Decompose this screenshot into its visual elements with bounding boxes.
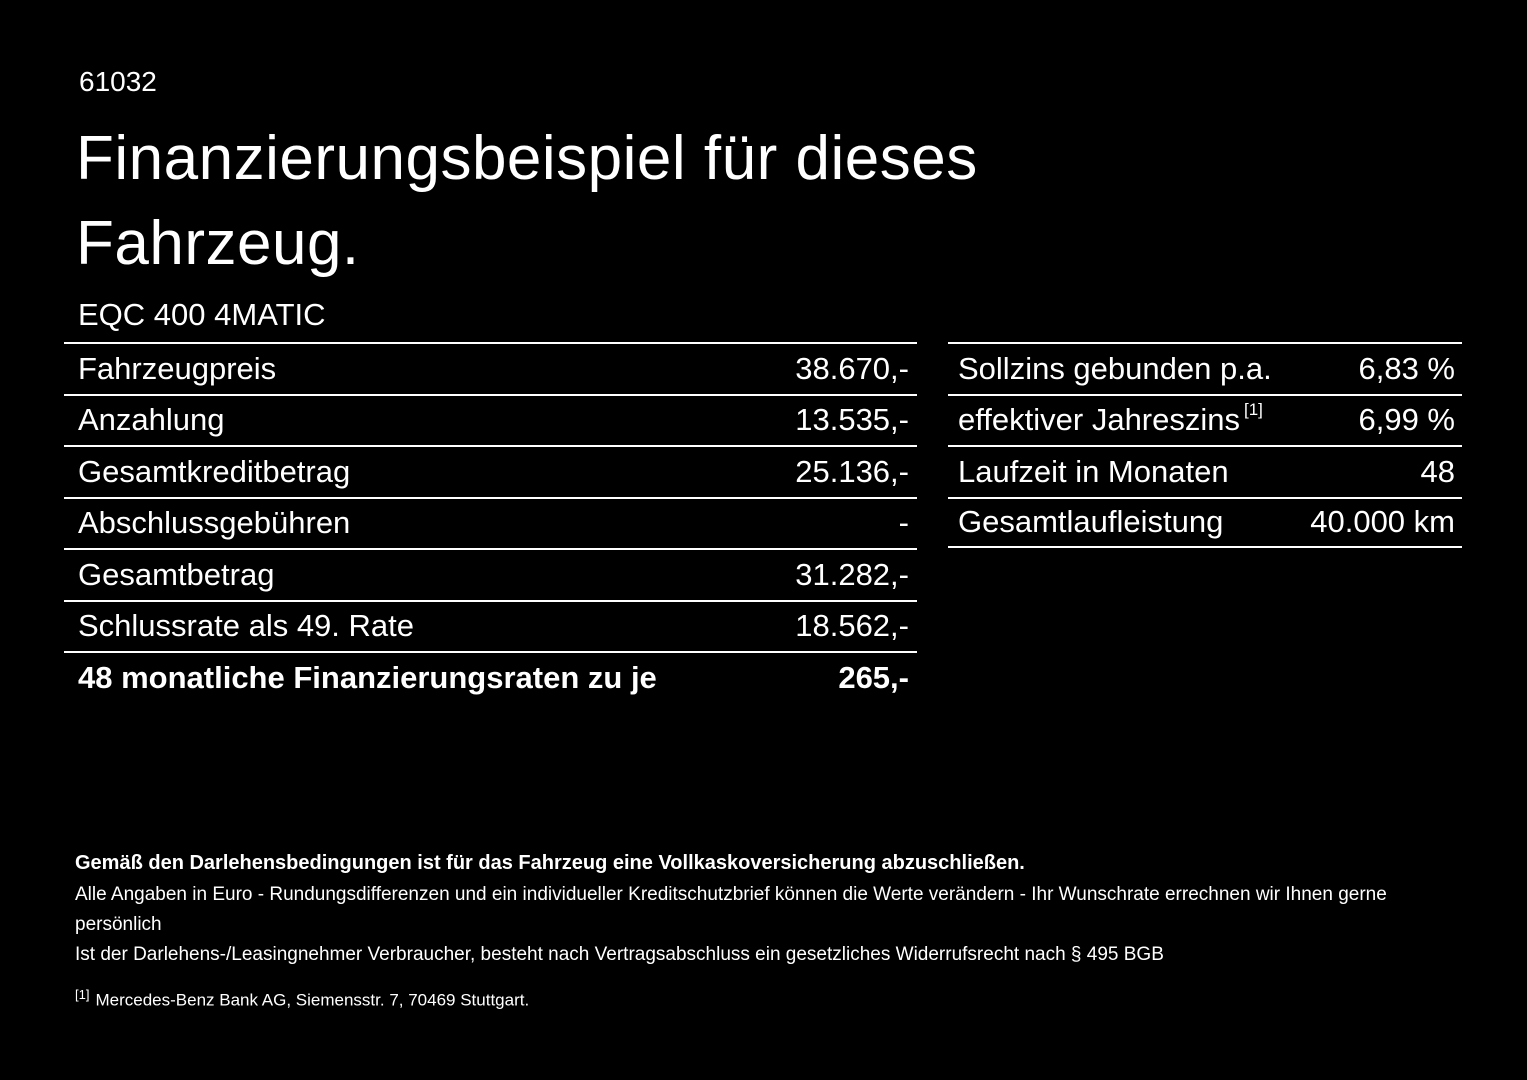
page-title: Finanzierungsbeispiel für dieses Fahrzeug… [76, 116, 978, 286]
footnote-reference: [1] Mercedes-Benz Bank AG, Siemensstr. 7,… [75, 980, 1475, 1016]
page-title-line1: Finanzierungsbeispiel für dieses [76, 124, 978, 193]
row-label: Schlussrate als 49. Rate [78, 608, 415, 644]
table-row: Gesamtkreditbetrag 25.136,- [64, 445, 917, 497]
financing-table-right: Sollzins gebunden p.a. 6,83 % effektiver… [948, 342, 1462, 548]
row-value: 40.000 km [1310, 504, 1455, 540]
row-value: 6,83 % [1358, 350, 1455, 386]
table-row: Fahrzeugpreis 38.670,- [64, 342, 917, 394]
financing-table-left: Fahrzeugpreis 38.670,- Anzahlung 13.535,… [64, 342, 917, 703]
row-value: - [898, 505, 909, 541]
row-value: 48 [1420, 453, 1455, 489]
row-label: Gesamtkreditbetrag [78, 453, 351, 489]
table-row-monthly-rate: 48 monatliche Finanzierungsraten zu je 2… [64, 651, 917, 703]
row-value: 31.282,- [795, 556, 909, 592]
row-value: 25.136,- [795, 453, 909, 489]
footnote-insurance: Gemäß den Darlehensbedingungen ist für d… [75, 852, 1025, 874]
row-label: Laufzeit in Monaten [958, 453, 1229, 489]
row-value: 13.535,- [795, 402, 909, 438]
footnotes: Gemäß den Darlehensbedingungen ist für d… [75, 848, 1475, 1016]
footnote-withdrawal: Ist der Darlehens-/Leasingnehmer Verbrau… [75, 944, 1164, 965]
table-row: Sollzins gebunden p.a. 6,83 % [948, 342, 1462, 394]
row-label: Gesamtbetrag [78, 556, 275, 592]
row-label: Gesamtlaufleistung [958, 504, 1224, 540]
row-label: effektiver Jahreszins [1] [958, 399, 1263, 438]
page-title-line2: Fahrzeug. [76, 209, 360, 278]
table-row: Anzahlung 13.535,- [64, 393, 917, 446]
table-row: effektiver Jahreszins [1] 6,99 % [948, 393, 1462, 446]
row-value: 6,99 % [1358, 402, 1455, 438]
row-label: Sollzins gebunden p.a. [958, 350, 1272, 386]
row-value: 18.562,- [795, 608, 909, 644]
row-label: 48 monatliche Finanzierungsraten zu je [78, 659, 657, 695]
table-row: Abschlussgebühren - [64, 496, 917, 549]
row-label: Abschlussgebühren [78, 505, 351, 541]
row-label: Anzahlung [78, 402, 225, 438]
footnote-ref-text: Mercedes-Benz Bank AG, Siemensstr. 7, 70… [95, 990, 530, 1010]
footnote-euro: Alle Angaben in Euro - Rundungsdifferenz… [75, 884, 1387, 935]
table-row: Schlussrate als 49. Rate 18.562,- [64, 599, 917, 652]
row-label: Fahrzeugpreis [78, 350, 277, 386]
vehicle-model: EQC 400 4MATIC [78, 297, 326, 332]
row-value: 265,- [838, 659, 909, 695]
table-row: Gesamtbetrag 31.282,- [64, 548, 917, 600]
footnote-marker: [1] [1244, 399, 1263, 419]
table-row: Gesamtlaufleistung 40.000 km [948, 496, 1462, 548]
row-value: 38.670,- [795, 350, 909, 386]
footnote-ref-marker: [1] [75, 987, 90, 1002]
table-row: Laufzeit in Monaten 48 [948, 445, 1462, 497]
document-code: 61032 [79, 66, 157, 97]
